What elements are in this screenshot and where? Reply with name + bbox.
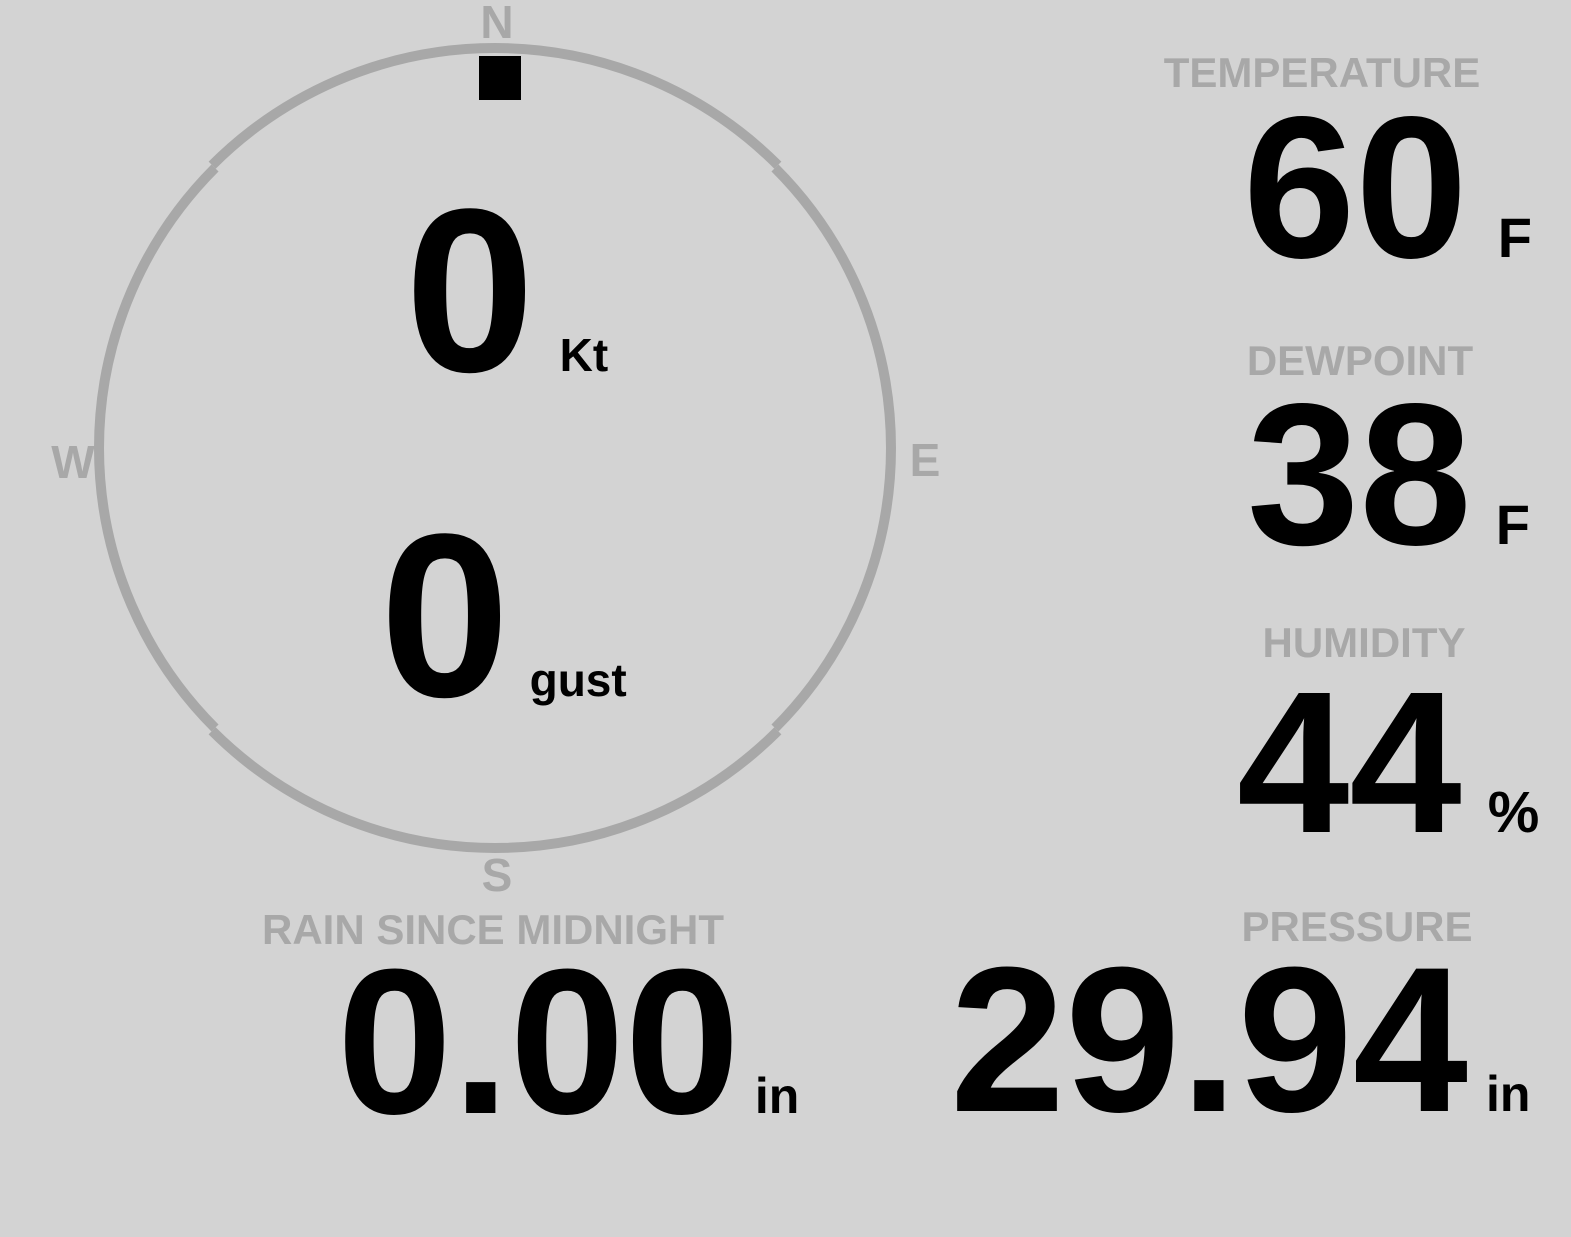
compass-label-south: S	[481, 849, 513, 901]
compass-ring-right-arc	[771, 164, 896, 732]
wind-speed: 0 Kt	[405, 175, 608, 408]
dewpoint-label: DEWPOINT	[1246, 337, 1474, 384]
humidity-label: HUMIDITY	[1262, 619, 1466, 666]
compass-ring-bottom-arc	[208, 727, 782, 853]
rain-since-midnight-unit: in	[754, 1068, 800, 1124]
temperature-value: 60	[1243, 74, 1468, 300]
compass-ring-top-arc	[208, 43, 782, 169]
compass-label-north: N	[480, 0, 514, 48]
wind-direction-marker-icon	[479, 56, 521, 100]
temperature-unit: F	[1497, 206, 1532, 269]
pressure-value: 29.94	[950, 924, 1469, 1155]
pressure-label: PRESSURE	[1241, 903, 1473, 950]
humidity-unit: %	[1487, 780, 1540, 845]
wind-direction-marker	[479, 56, 521, 100]
dewpoint-value: 38	[1247, 361, 1472, 587]
rain-since-midnight-reading: 0.00 in	[337, 938, 799, 1145]
compass-label-east: E	[909, 434, 941, 486]
compass-label-west: W	[51, 436, 95, 488]
compass-ring-left-arc	[94, 164, 219, 732]
temperature-reading: 60 F	[1243, 86, 1532, 288]
wind-gust-unit: gust	[529, 654, 627, 706]
humidity-value: 44	[1237, 649, 1462, 875]
pressure-reading: 29.94 in	[950, 936, 1530, 1143]
pressure-unit: in	[1486, 1066, 1531, 1122]
rain-since-midnight-label: RAIN SINCE MIDNIGHT	[262, 906, 724, 953]
rain-since-midnight-value: 0.00	[337, 926, 740, 1157]
dewpoint-reading: 38 F	[1247, 373, 1530, 575]
wind-speed-value: 0	[405, 161, 535, 421]
wind-gust: 0 gust	[380, 500, 627, 733]
wind-gust-value: 0	[380, 486, 510, 746]
humidity-reading: 44 %	[1237, 661, 1539, 863]
wind-speed-unit: Kt	[559, 329, 609, 381]
temperature-label: TEMPERATURE	[1163, 49, 1481, 96]
dewpoint-unit: F	[1495, 493, 1530, 556]
